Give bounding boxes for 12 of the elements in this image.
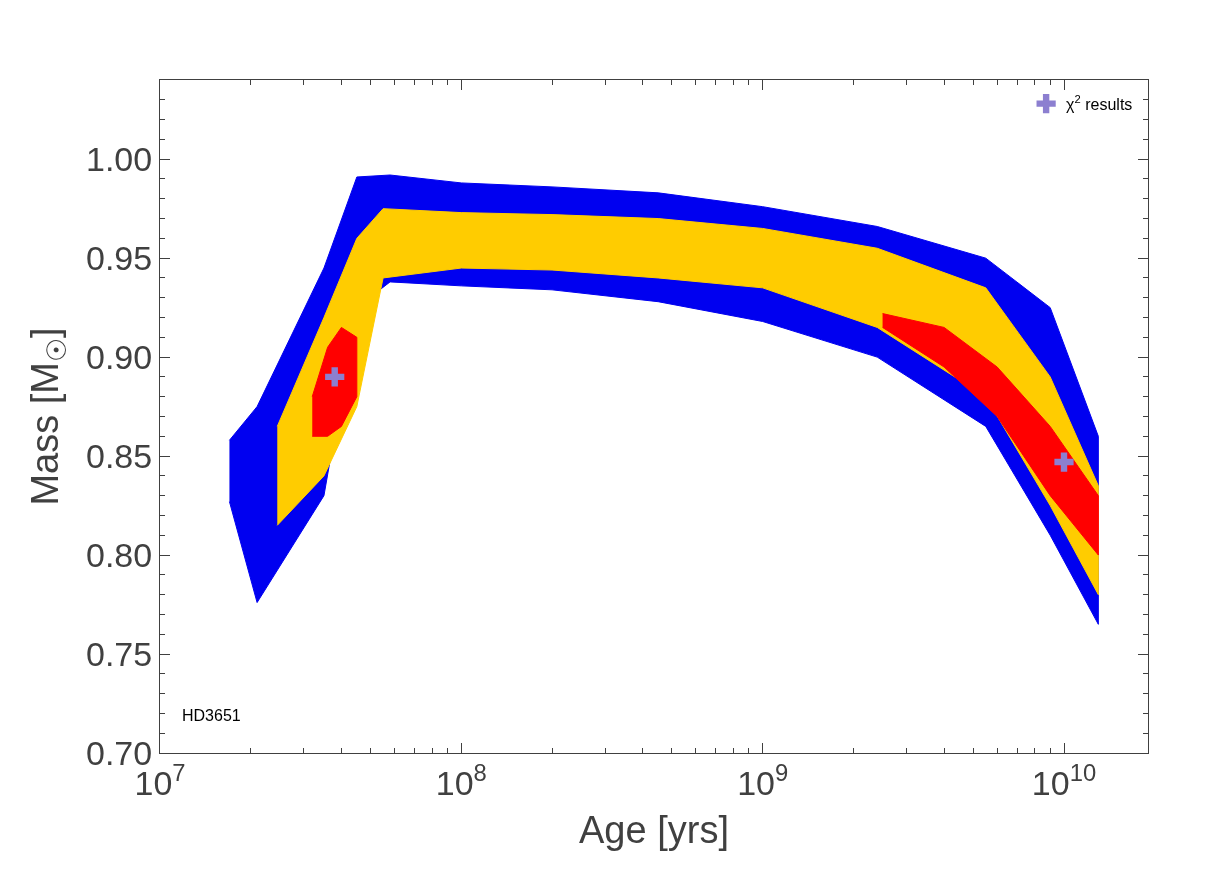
y-tick-label: 0.75 bbox=[86, 634, 153, 673]
y-tick-label: 0.90 bbox=[86, 338, 153, 377]
annotation: HD3651 bbox=[182, 707, 241, 724]
x-tick-label: 10$^{9}$ bbox=[737, 758, 789, 802]
y-tick-label: 0.95 bbox=[86, 239, 153, 278]
x-tick-label: 10$^{8}$ bbox=[435, 758, 487, 802]
y-tick-label: 0.80 bbox=[86, 535, 153, 574]
x-tick-label: 10$^{10}$ bbox=[1031, 758, 1097, 802]
y-tick-label: 1.00 bbox=[86, 140, 153, 179]
y-tick-label: 0.85 bbox=[86, 436, 153, 475]
legend-label: χ$^{2}$ results bbox=[1066, 93, 1133, 113]
x-axis-title: Age [yrs] bbox=[579, 808, 729, 851]
